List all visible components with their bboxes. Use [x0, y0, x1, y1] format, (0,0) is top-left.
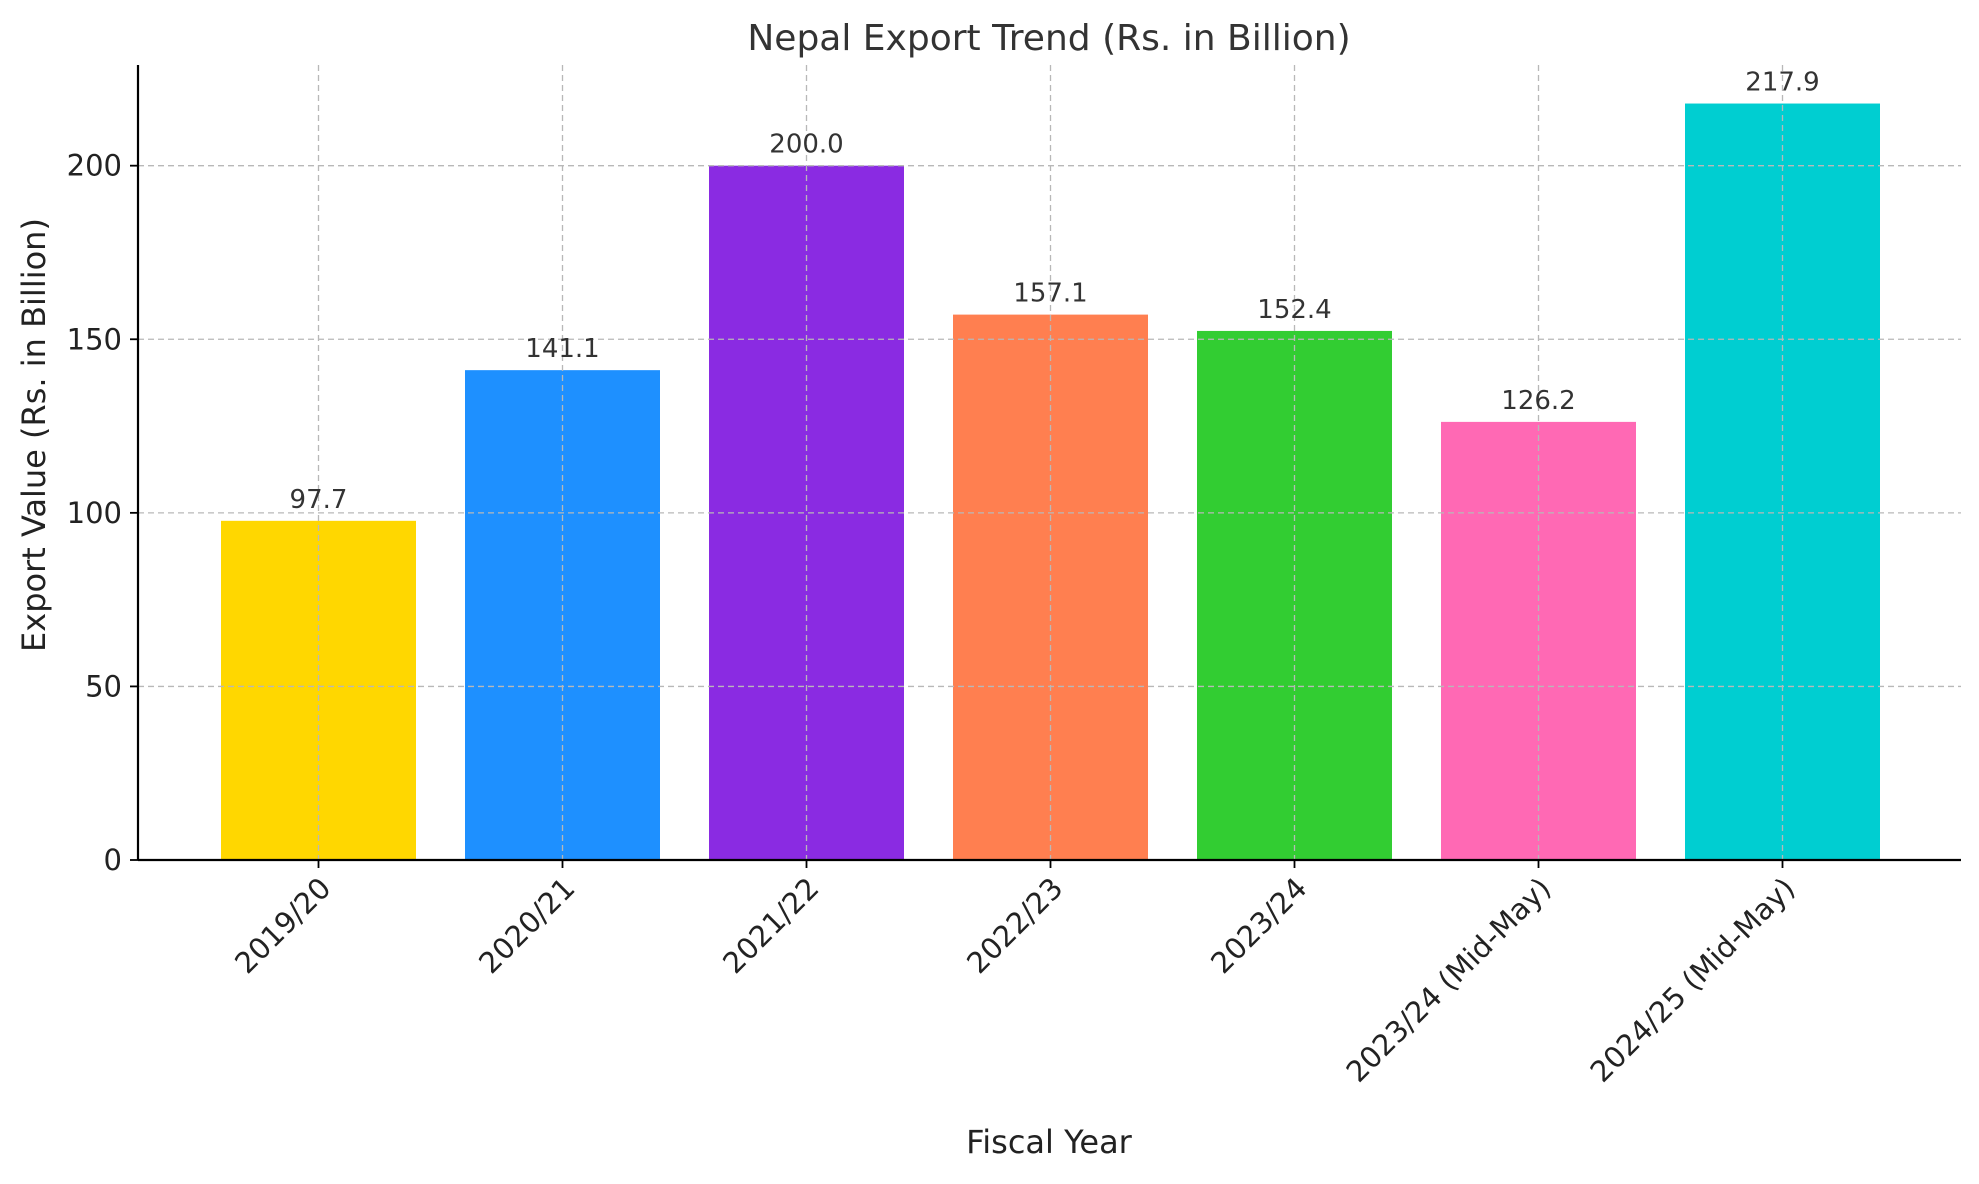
y-tick-label-1: 50: [85, 669, 122, 703]
x-tick-label-3: 2022/23: [960, 871, 1069, 980]
value-label-6: 217.9: [1745, 68, 1819, 98]
y-tick-label-0: 0: [104, 843, 122, 877]
x-tick-label-1: 2020/21: [472, 871, 581, 980]
y-tick-label-2: 100: [67, 496, 122, 530]
y-tick-label-4: 200: [67, 149, 122, 183]
x-tick-label-2: 2021/22: [716, 871, 825, 980]
value-labels: 97.7 141.1 200.0 157.1 152.4 126.2 217.9: [290, 68, 1820, 515]
value-label-5: 126.2: [1501, 386, 1575, 416]
x-ticks: 2019/20 2020/21 2021/22 2022/23 2023/24 2023/…: [228, 860, 1801, 1089]
value-label-3: 157.1: [1013, 279, 1087, 309]
value-label-2: 200.0: [769, 130, 843, 160]
axes: [136, 65, 1961, 862]
y-ticks: 0 50 100 150 200: [67, 149, 138, 877]
x-tick-label-6: 2024/25 (Mid-May): [1583, 871, 1801, 1089]
x-tick-label-4: 2023/24: [1204, 871, 1313, 980]
grid: [138, 65, 1961, 860]
chart-title: Nepal Export Trend (Rs. in Billion): [747, 18, 1350, 59]
x-axis-label: Fiscal Year: [966, 1123, 1133, 1161]
value-label-0: 97.7: [290, 485, 348, 515]
value-label-4: 152.4: [1257, 295, 1331, 325]
x-tick-label-0: 2019/20: [228, 871, 337, 980]
y-tick-label-3: 150: [67, 322, 122, 356]
x-tick-label-5: 2023/24 (Mid-May): [1339, 871, 1557, 1089]
value-label-1: 141.1: [525, 334, 599, 364]
y-axis-label: Export Value (Rs. in Billion): [15, 218, 53, 652]
